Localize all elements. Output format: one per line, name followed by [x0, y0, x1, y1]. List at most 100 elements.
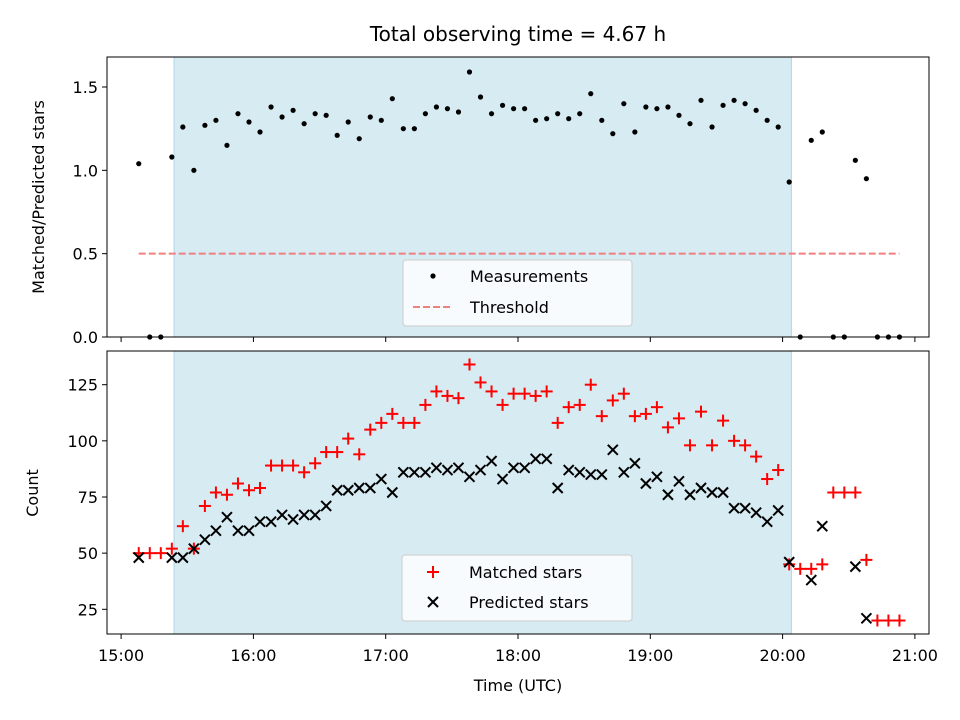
- predicted-star-point: [298, 509, 310, 521]
- matched-star-point: [298, 466, 311, 479]
- predicted-star-point: [585, 468, 597, 481]
- matched-star-point: [551, 416, 564, 429]
- predicted-star-point: [397, 466, 410, 478]
- matched-star-point: [617, 387, 630, 400]
- matched-star-point: [672, 412, 685, 425]
- measurement-point: [466, 69, 473, 75]
- matched-star-point: [143, 547, 156, 560]
- bottom-y-tick-label: 50: [78, 544, 98, 563]
- predicted-star-point: [342, 484, 354, 496]
- matched-star-point: [254, 482, 267, 495]
- legend-measurements-marker: [430, 273, 436, 279]
- predicted-star-point: [474, 464, 487, 476]
- measurement-point: [422, 111, 428, 117]
- predicted-star-point: [133, 551, 145, 564]
- measurement-point: [720, 102, 726, 108]
- matched-star-point: [463, 358, 476, 371]
- measurement-point: [577, 111, 583, 117]
- measurement-point: [356, 136, 362, 142]
- predicted-star-point: [728, 502, 740, 514]
- predicted-star-point: [706, 486, 718, 499]
- measurement-point: [621, 101, 627, 107]
- matched-star-point: [242, 484, 255, 497]
- measurement-point: [808, 137, 814, 143]
- predicted-star-point: [254, 515, 266, 528]
- x-tick-label: 16:00: [230, 646, 276, 665]
- matched-star-point: [761, 473, 774, 486]
- bottom-x-ticks: 15:00 16:00 17:00 18:00 19:00 20:00 21:00: [98, 634, 938, 665]
- predicted-star-point: [783, 556, 795, 568]
- measurement-point: [411, 126, 417, 132]
- measurement-point: [378, 117, 384, 123]
- matched-star-point: [838, 486, 851, 499]
- measurement-point: [290, 107, 296, 113]
- measurement-point: [599, 117, 605, 123]
- matched-star-point: [375, 416, 388, 429]
- matched-star-point: [198, 499, 211, 512]
- matched-star-point: [573, 398, 586, 411]
- matched-star-point: [717, 414, 730, 427]
- measurement-point: [312, 111, 318, 117]
- predicted-star-point: [574, 466, 586, 478]
- matched-star-point: [276, 459, 289, 472]
- matched-star-point: [728, 434, 741, 447]
- legend-predicted-marker: [427, 596, 439, 608]
- predicted-star-point: [419, 466, 432, 478]
- predicted-star-point: [287, 513, 299, 526]
- top-plot-frame: [106, 56, 930, 338]
- measurement-point: [863, 176, 869, 182]
- predicted-star-point: [529, 453, 542, 465]
- measurement-point: [334, 132, 340, 138]
- matched-star-point: [507, 387, 520, 400]
- matched-star-point: [485, 385, 498, 398]
- measurement-point: [345, 119, 351, 125]
- matched-star-point: [794, 562, 807, 575]
- matched-star-point: [893, 614, 906, 627]
- matched-star-point: [827, 486, 840, 499]
- bottom-y-tick-label: 25: [78, 600, 98, 619]
- x-tick-label: 15:00: [98, 646, 144, 665]
- chart-title: Total observing time = 4.67 h: [369, 22, 666, 46]
- predicted-star-point: [309, 509, 321, 521]
- matched-star-point: [805, 562, 818, 575]
- predicted-star-point: [684, 489, 696, 501]
- matched-star-point: [364, 423, 377, 436]
- measurement-point: [235, 111, 241, 117]
- legend-matched-label: Matched stars: [469, 563, 582, 582]
- measurement-point: [136, 161, 142, 167]
- predicted-star-point: [673, 475, 685, 487]
- measurement-point: [169, 154, 175, 160]
- matched-star-point: [750, 450, 763, 463]
- measurement-point: [257, 129, 263, 135]
- matched-star-point: [419, 398, 432, 411]
- bottom-y-tick-label: 125: [67, 376, 98, 395]
- measurement-point: [632, 129, 638, 135]
- measurement-point: [180, 124, 186, 130]
- predicted-star-point: [860, 612, 873, 624]
- matched-star-point: [353, 448, 366, 461]
- matched-star-point: [165, 542, 178, 555]
- measurement-point: [764, 117, 770, 123]
- measurement-point: [301, 121, 307, 127]
- x-tick-label: 17:00: [363, 646, 409, 665]
- measurement-point: [444, 106, 451, 112]
- predicted-star-point: [177, 551, 189, 564]
- measurement-point: [665, 104, 671, 110]
- matched-star-point: [386, 407, 399, 420]
- top-panel: 0.0 0.5 1.0 1.5 Total observing time = 4.67…: [29, 22, 930, 347]
- matched-star-point: [287, 459, 300, 472]
- predicted-star-point: [772, 504, 784, 517]
- measurement-point: [488, 111, 495, 117]
- predicted-star-point: [761, 515, 773, 528]
- predicted-star-point: [518, 462, 531, 474]
- matched-star-point: [176, 520, 189, 533]
- measurement-point: [786, 179, 792, 185]
- measurement-point: [191, 167, 197, 173]
- predicted-star-point: [651, 471, 663, 483]
- matched-star-point: [474, 376, 487, 389]
- matched-star-point: [309, 457, 322, 470]
- predicted-star-point: [507, 462, 520, 474]
- matched-star-point: [408, 416, 421, 429]
- predicted-star-point: [640, 477, 652, 490]
